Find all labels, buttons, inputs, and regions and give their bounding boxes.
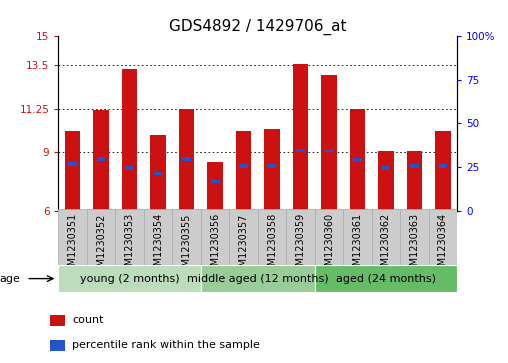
Bar (321, 75, 337, 211)
Bar (69, 162, 77, 166)
Bar (268, 164, 276, 168)
Text: GSM1230364: GSM1230364 (438, 213, 448, 278)
Text: GSM1230358: GSM1230358 (267, 213, 277, 278)
Text: GSM1230352: GSM1230352 (96, 213, 106, 278)
Text: age: age (0, 274, 20, 284)
Text: GSM1230362: GSM1230362 (381, 213, 391, 278)
Bar (50, 340, 65, 351)
Bar (93, 110, 109, 211)
Bar (236, 131, 251, 211)
Text: young (2 months): young (2 months) (80, 274, 179, 284)
Bar (438, 164, 447, 168)
Bar (50, 315, 65, 326)
Bar (201, 209, 229, 265)
Text: count: count (72, 315, 104, 326)
Bar (87, 209, 115, 265)
Bar (315, 265, 457, 292)
Bar (239, 164, 248, 168)
Bar (382, 166, 390, 170)
Bar (207, 162, 223, 211)
Bar (400, 209, 429, 265)
Bar (229, 209, 258, 265)
Bar (179, 109, 195, 211)
Bar (264, 129, 280, 211)
Bar (58, 209, 87, 265)
Bar (435, 131, 451, 211)
Bar (58, 265, 201, 292)
Bar (410, 164, 419, 168)
Bar (293, 64, 308, 211)
Bar (315, 209, 343, 265)
Bar (325, 149, 333, 152)
Bar (97, 158, 106, 161)
Text: GSM1230361: GSM1230361 (353, 213, 363, 278)
Bar (296, 149, 305, 152)
Text: GSM1230351: GSM1230351 (68, 213, 78, 278)
Bar (201, 265, 315, 292)
Text: GSM1230355: GSM1230355 (181, 213, 192, 278)
Bar (125, 166, 134, 170)
Text: middle aged (12 months): middle aged (12 months) (187, 274, 329, 284)
Text: GSM1230359: GSM1230359 (296, 213, 305, 278)
Bar (211, 180, 219, 183)
Bar (429, 209, 457, 265)
Bar (150, 135, 166, 211)
Bar (65, 131, 80, 211)
Bar (372, 209, 400, 265)
Bar (343, 209, 372, 265)
Bar (353, 159, 362, 162)
Text: aged (24 months): aged (24 months) (336, 274, 436, 284)
Bar (258, 209, 287, 265)
Bar (182, 158, 191, 161)
Text: GSM1230356: GSM1230356 (210, 213, 220, 278)
Bar (144, 209, 172, 265)
Text: GSM1230354: GSM1230354 (153, 213, 163, 278)
Bar (172, 209, 201, 265)
Text: percentile rank within the sample: percentile rank within the sample (72, 340, 260, 350)
Bar (406, 151, 422, 211)
Text: GSM1230363: GSM1230363 (409, 213, 420, 278)
Text: GSM1230357: GSM1230357 (239, 213, 248, 278)
Bar (287, 209, 315, 265)
Bar (378, 151, 394, 211)
Text: GSM1230360: GSM1230360 (324, 213, 334, 278)
Text: GSM1230353: GSM1230353 (124, 213, 135, 278)
Bar (122, 69, 138, 211)
Bar (350, 109, 365, 211)
Title: GDS4892 / 1429706_at: GDS4892 / 1429706_at (169, 19, 346, 35)
Bar (115, 209, 144, 265)
Bar (154, 172, 163, 175)
